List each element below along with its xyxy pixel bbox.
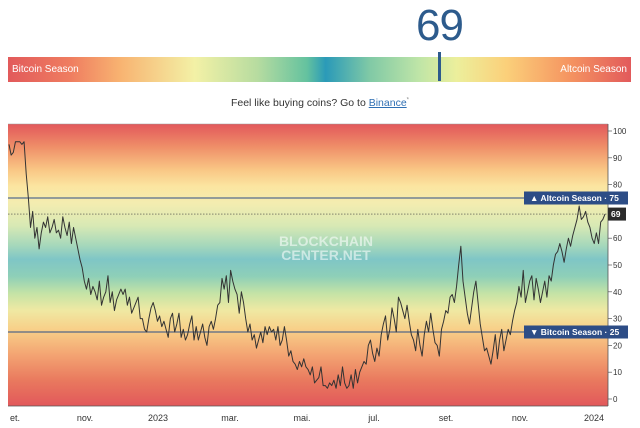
chart-svg: BLOCKCHAINCENTER.NET01020304050607080901…	[8, 123, 628, 423]
x-tick-label: jul.	[367, 413, 380, 423]
x-tick-label: nov.	[512, 413, 528, 423]
threshold-tag-label-1: ▼ Bitcoin Season · 25	[530, 327, 619, 337]
y-tick-label: 50	[613, 261, 622, 270]
watermark-line: BLOCKCHAIN	[279, 233, 373, 249]
y-tick-label: 0	[613, 395, 618, 404]
x-tick-label: mai.	[293, 413, 310, 423]
x-tick-label: 2024	[584, 413, 604, 423]
y-tick-label: 80	[613, 181, 622, 190]
y-tick-label: 30	[613, 315, 622, 324]
plot-background	[8, 124, 608, 406]
current-index-value: 69	[416, 1, 464, 50]
y-tick-label: 10	[613, 368, 622, 377]
season-gauge: Bitcoin Season Altcoin Season	[8, 52, 631, 82]
current-value-tag	[608, 207, 626, 221]
current-value-tag-label: 69	[611, 209, 621, 219]
threshold-tag-0	[524, 191, 628, 205]
gauge-marker	[438, 52, 441, 81]
cta-link-mark: *	[406, 97, 410, 104]
chart-watermark: BLOCKCHAIN CENTER.NET	[279, 233, 373, 263]
gauge-left-label: Bitcoin Season	[12, 64, 79, 75]
buy-coins-prompt: Feel like buying coins? Go to Binance*	[0, 97, 640, 109]
x-tick-label: nov.	[77, 413, 93, 423]
y-tick-label: 60	[613, 234, 622, 243]
gauge-right-label: Altcoin Season	[560, 64, 627, 75]
y-tick-label: 100	[613, 127, 627, 136]
y-tick-label: 40	[613, 288, 622, 297]
index-series-line	[8, 141, 606, 389]
x-tick-label: set.	[439, 413, 454, 423]
y-tick-label: 20	[613, 341, 622, 350]
x-tick-label: et.	[10, 413, 20, 423]
x-tick-label: 2023	[148, 413, 168, 423]
threshold-tag-label-0: ▲ Altcoin Season · 75	[530, 193, 619, 203]
binance-link[interactable]: Binance	[368, 97, 407, 109]
watermark-line: CENTER.NET	[281, 247, 371, 263]
altcoin-season-chart: BLOCKCHAINCENTER.NET01020304050607080901…	[8, 123, 632, 423]
cta-text: Feel like buying coins? Go to	[230, 97, 366, 109]
x-tick-label: mar.	[221, 413, 239, 423]
y-tick-label: 90	[613, 154, 622, 163]
threshold-tag-1	[524, 325, 628, 339]
